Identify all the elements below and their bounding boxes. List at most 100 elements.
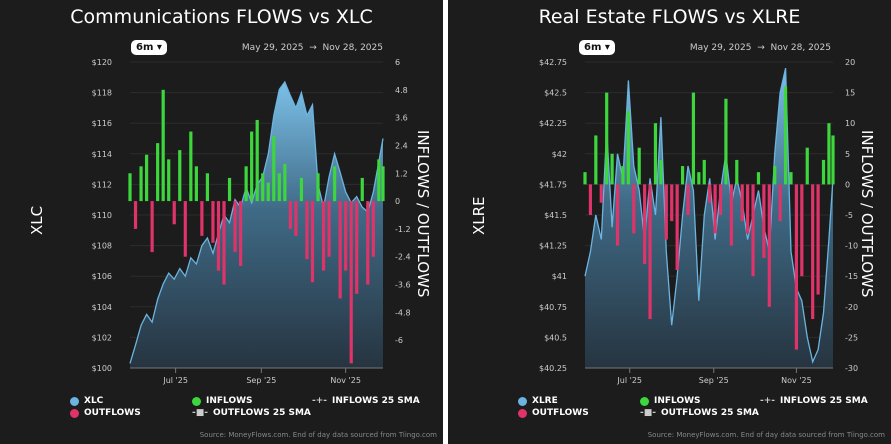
start-date: May 29, 2025	[241, 43, 304, 53]
outflow-bar	[338, 201, 342, 299]
right-tick-label: 4.8	[395, 86, 408, 95]
range-select[interactable]: 6m ▾	[579, 40, 615, 55]
inflow-bar	[653, 123, 658, 185]
outflow-bar	[344, 201, 348, 271]
outflow-bar	[327, 201, 331, 257]
left-tick-label: $42.25	[539, 119, 567, 128]
outflow-bar	[713, 184, 717, 234]
outflow-bar	[288, 201, 292, 229]
legend-outflows[interactable]: OUTFLOWS	[518, 408, 589, 418]
left-tick-label: $102	[92, 333, 112, 342]
inflow-bar	[333, 166, 337, 202]
right-tick-label: 2.4	[395, 141, 408, 150]
inflow-bar	[691, 92, 696, 185]
outflow-bar	[643, 184, 647, 264]
outflow-bar	[670, 184, 674, 222]
inflow-bar	[583, 172, 587, 185]
outflow-bar	[778, 184, 782, 222]
inflow-bar	[756, 172, 761, 185]
left-tick-label: $42.5	[544, 89, 567, 98]
inflow-bar	[261, 173, 265, 202]
inflow-bar	[255, 119, 259, 202]
price-area	[585, 68, 833, 368]
left-tick-label: $100	[92, 364, 112, 373]
left-axis-title: XLC	[28, 205, 46, 235]
outflow-bar	[615, 184, 620, 246]
end-date: Nov 28, 2025	[770, 43, 831, 53]
outflow-bar	[800, 184, 804, 277]
outflow-bar	[816, 184, 820, 295]
outflow-bar	[767, 184, 771, 307]
inflow-bar	[299, 177, 304, 202]
outflow-bar	[740, 184, 744, 222]
legend-inflows-sma[interactable]: -+- INFLOWS 25 SMA	[312, 396, 420, 406]
legend-inflows[interactable]: INFLOWS	[640, 396, 701, 406]
left-tick-label: $106	[92, 272, 112, 281]
outflow-bar	[150, 201, 154, 253]
inflow-bar	[156, 143, 160, 202]
left-tick-label: $116	[92, 119, 112, 128]
inflow-bar	[272, 136, 276, 202]
outflow-bar	[222, 201, 226, 285]
inflow-bar	[266, 182, 270, 202]
chart-title: Communications FLOWS vs XLC	[70, 6, 373, 28]
x-tick-label: Jul '25	[162, 376, 188, 385]
right-tick-label: -20	[845, 303, 858, 312]
outflow-bar	[172, 201, 176, 225]
right-tick-label: -6	[395, 336, 403, 345]
left-tick-label: $120	[92, 58, 112, 67]
right-tick-label: -4.8	[395, 308, 411, 317]
right-tick-label: -15	[845, 272, 858, 281]
outflow-bar	[233, 201, 237, 253]
outflow-bar	[133, 201, 138, 229]
price-area	[130, 81, 383, 369]
legend-price[interactable]: XLRE	[518, 396, 558, 406]
date-range[interactable]: May 29, 2025 → Nov 28, 2025	[242, 43, 383, 53]
left-tick-label: $104	[92, 303, 112, 312]
inflow-bar	[167, 159, 171, 202]
inflow-bar	[194, 166, 198, 202]
right-tick-label: 6	[395, 58, 400, 67]
right-tick-label: -25	[845, 333, 858, 342]
legend-outflows-sma[interactable]: -■- OUTFLOWS 25 SMA	[192, 408, 311, 418]
outflow-bar	[294, 201, 298, 236]
inflow-bar	[805, 147, 809, 185]
inflow-bar	[377, 159, 381, 202]
outflow-bar	[216, 201, 221, 271]
inflow-bar	[702, 159, 706, 185]
x-tick-label: Sep '25	[699, 376, 729, 385]
legend-outflows-sma[interactable]: -■- OUTFLOWS 25 SMA	[640, 408, 759, 418]
range-select[interactable]: 6m ▾	[131, 40, 167, 55]
x-tick-label: Sep '25	[246, 376, 276, 385]
outflow-bar	[321, 201, 326, 271]
outflow-bar	[200, 201, 204, 236]
right-tick-label: 10	[845, 119, 855, 128]
chart-panel: $40.25 $40.5 $40.75 $41 $41.25 $41.5 $41.75 $42…	[448, 0, 891, 444]
left-tick-label: $112	[92, 180, 112, 189]
legend-inflows-sma[interactable]: -+- INFLOWS 25 SMA	[760, 396, 868, 406]
outflow-bar	[811, 184, 815, 320]
outflow-bar	[762, 184, 766, 258]
date-range[interactable]: May 29, 2025 → Nov 28, 2025	[690, 43, 831, 53]
inflow-bar	[697, 172, 701, 185]
right-tick-label: 0	[395, 197, 400, 206]
left-tick-label: $42.75	[539, 58, 567, 67]
outflow-bar	[708, 184, 712, 203]
x-tick-label: Jul '25	[616, 376, 642, 385]
inflow-bar	[610, 153, 614, 185]
legend-price[interactable]: XLC	[70, 396, 103, 406]
legend-inflows[interactable]: INFLOWS	[192, 396, 253, 406]
outflow-bar	[305, 201, 309, 260]
right-tick-label: 1.2	[395, 169, 408, 178]
inflow-bar	[205, 173, 210, 202]
outflow-bar	[239, 201, 243, 266]
legend-outflows[interactable]: OUTFLOWS	[70, 408, 141, 418]
inflow-bar	[189, 131, 193, 202]
right-tick-label: -1.2	[395, 225, 411, 234]
legend: XLC OUTFLOWS INFLOWS -■- OUTFLOWS 25 SMA …	[70, 396, 430, 426]
outflow-bar	[648, 184, 652, 320]
inflow-bar	[360, 177, 364, 202]
inflow-bar	[227, 177, 232, 202]
left-tick-label: $40.5	[544, 333, 567, 342]
inflow-bar	[659, 159, 663, 185]
